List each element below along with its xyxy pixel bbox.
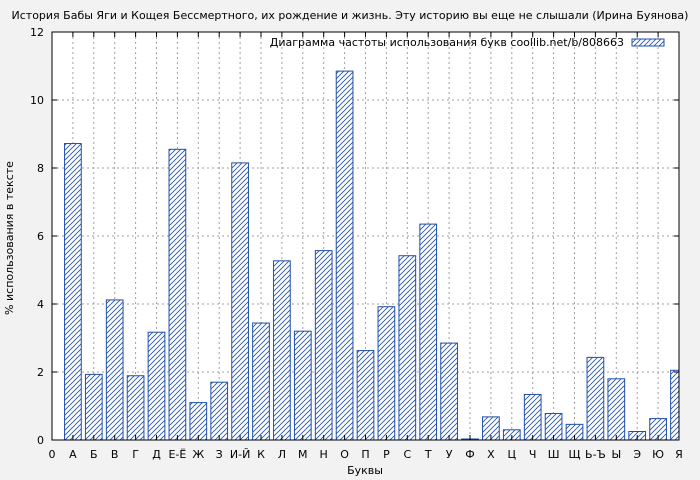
x-tick-label: Г	[132, 448, 139, 461]
x-tick-label: Б	[90, 448, 98, 461]
bar-Д	[147, 331, 166, 441]
x-tick-label: Ц	[508, 448, 517, 461]
legend-label: Диаграмма частоты использования букв coo…	[270, 36, 624, 49]
x-tick-label: Ш	[548, 448, 560, 461]
x-tick-label: Ь-Ъ	[585, 448, 606, 461]
bar-И-Й	[231, 162, 249, 441]
x-tick-label: И-Й	[230, 448, 250, 461]
x-tick-label: Н	[320, 448, 328, 461]
x-tick-label: Ы	[611, 448, 621, 461]
x-tick-label: З	[216, 448, 223, 461]
x-tick-label: Д	[152, 448, 161, 461]
y-tick-label: 8	[37, 162, 44, 175]
bar-З	[210, 381, 229, 441]
x-tick-label: Ч	[529, 448, 537, 461]
x-tick-label: Ж	[192, 448, 204, 461]
x-tick-label: О	[340, 448, 349, 461]
bar-Р	[377, 306, 396, 441]
bar-Ь-Ъ	[586, 356, 605, 441]
x-tick-label: Т	[424, 448, 432, 461]
y-tick-label: 4	[37, 298, 44, 311]
x-tick-label: А	[69, 448, 77, 461]
bar-Л	[273, 260, 291, 441]
x-tick-label: К	[257, 448, 265, 461]
x-tick-label: Э	[633, 448, 641, 461]
legend: Диаграмма частоты использования букв coo…	[270, 36, 665, 49]
x-tick-label: Ю	[652, 448, 664, 461]
bar-Е-Ё	[168, 148, 187, 441]
x-tick-label: У	[446, 448, 453, 461]
x-tick-label: Я	[675, 448, 683, 461]
bar-А	[64, 143, 82, 441]
chart-title: История Бабы Яги и Кощея Бессмертного, и…	[12, 9, 689, 22]
x-tick-label: М	[298, 448, 308, 461]
legend-swatch	[631, 38, 665, 47]
bar-С	[398, 255, 417, 441]
bar-Н	[314, 250, 333, 441]
x-tick-label: Р	[383, 448, 390, 461]
bar-Ж	[189, 402, 208, 441]
x-tick-label: Х	[487, 448, 495, 461]
y-axis-label: % использования в тексте	[3, 161, 16, 315]
y-tick-label: 2	[37, 366, 44, 379]
x-axis-ticks: 0 А Б В Г Д Е-Ё Ж З И-Й К Л М Н О П Р С Т У Ф Х Ц Ч Ш Щ Ь-Ъ Ы Э Ю Я	[49, 32, 683, 461]
bar-П	[356, 350, 375, 441]
bar-К	[252, 322, 270, 441]
y-tick-label: 0	[37, 434, 44, 447]
y-tick-label: 10	[30, 94, 44, 107]
bars	[64, 70, 680, 441]
bar-Г	[126, 375, 145, 441]
x-tick-label: Е-Ё	[168, 448, 186, 461]
bar-Ы	[607, 378, 626, 441]
bar-Ч	[523, 393, 542, 441]
x-axis-label: Буквы	[347, 464, 383, 477]
y-tick-label: 12	[30, 26, 44, 39]
y-axis-ticks: 0 2 4 6 8 10 12	[30, 26, 679, 447]
bar-О	[335, 70, 354, 441]
x-tick-label: Л	[278, 448, 286, 461]
bar-Б	[84, 373, 103, 441]
x-tick-label: В	[111, 448, 119, 461]
bar-У	[440, 342, 458, 441]
x-tick-label: С	[403, 448, 411, 461]
bar-Я	[670, 369, 680, 441]
x-tick-label: 0	[49, 448, 56, 461]
x-tick-label: П	[361, 448, 369, 461]
bar-М	[293, 330, 312, 441]
bar-Т	[419, 223, 438, 441]
x-tick-label: Щ	[568, 448, 580, 461]
y-tick-label: 6	[37, 230, 44, 243]
bar-В	[105, 299, 124, 441]
x-tick-label: Ф	[465, 448, 474, 461]
